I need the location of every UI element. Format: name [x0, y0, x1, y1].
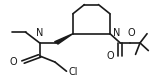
Text: O: O [127, 28, 135, 38]
Polygon shape [55, 34, 73, 44]
Text: N: N [113, 28, 121, 38]
Text: O: O [10, 57, 17, 67]
Text: N: N [36, 28, 43, 38]
Text: O: O [107, 51, 115, 61]
Text: Cl: Cl [68, 67, 78, 77]
